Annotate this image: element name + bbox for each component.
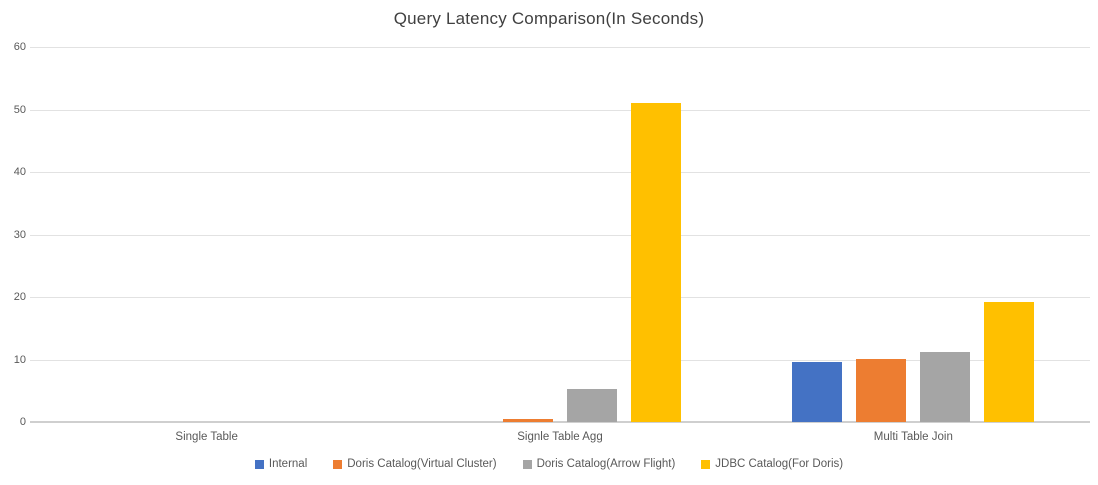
legend-label: Doris Catalog(Arrow Flight) <box>536 458 676 470</box>
bar-jdbc-catalog-for-doris-signle-table-agg <box>631 103 681 422</box>
legend-swatch-icon <box>254 459 264 469</box>
legend-item-internal: Internal <box>254 458 308 470</box>
legend-item-doris-catalog-virtual-cluster: Doris Catalog(Virtual Cluster) <box>333 458 497 470</box>
x-axis-baseline <box>30 421 1090 423</box>
y-axis-tick-label-30: 30 <box>13 228 26 241</box>
legend-label: Internal <box>268 458 308 470</box>
y-axis-tick-label-40: 40 <box>13 166 26 178</box>
legend-item-doris-catalog-arrow-flight: Doris Catalog(Arrow Flight) <box>522 458 676 470</box>
legend-swatch-icon <box>522 459 532 469</box>
gridline-y-60 <box>30 47 1090 48</box>
legend-item-jdbc-catalog-for-doris: JDBC Catalog(For Doris) <box>701 458 843 470</box>
y-axis-tick-label-10: 10 <box>13 353 26 366</box>
chart-title: Query Latency Comparison(In Seconds) <box>393 9 705 28</box>
y-axis-tick-label-20: 20 <box>13 291 26 303</box>
y-axis-tick-label-60: 60 <box>13 41 26 53</box>
legend-swatch-icon <box>333 459 343 469</box>
y-axis-tick-label-0: 0 <box>19 416 26 428</box>
gridline-y-20 <box>30 297 1090 298</box>
bar-doris-catalog-arrow-flight-multi-table-join <box>920 352 970 422</box>
bar-jdbc-catalog-for-doris-multi-table-join <box>984 302 1034 422</box>
legend: Internal Doris Catalog(Virtual Cluster) Do… <box>0 458 1098 470</box>
legend-label: Doris Catalog(Virtual Cluster) <box>347 458 497 470</box>
x-axis-category-label-multi-table-join: Multi Table Join <box>873 431 953 443</box>
x-axis-category-label-signle-table-agg: Signle Table Agg <box>517 431 603 443</box>
bar-doris-catalog-arrow-flight-signle-table-agg <box>567 389 617 422</box>
gridline-y-10 <box>30 359 1090 361</box>
legend-label: JDBC Catalog(For Doris) <box>715 458 844 470</box>
bar-internal-multi-table-join <box>792 362 842 422</box>
y-axis-tick-label-50: 50 <box>13 103 26 116</box>
gridline-y-40 <box>30 172 1090 173</box>
legend-swatch-icon <box>701 459 711 469</box>
bar-doris-catalog-virtual-cluster-signle-table-agg <box>503 419 553 422</box>
gridline-y-30 <box>30 234 1090 236</box>
gridline-y-50 <box>30 109 1090 111</box>
x-axis-category-label-single-table: Single Table <box>175 431 238 443</box>
bar-doris-catalog-virtual-cluster-multi-table-join <box>856 359 906 422</box>
